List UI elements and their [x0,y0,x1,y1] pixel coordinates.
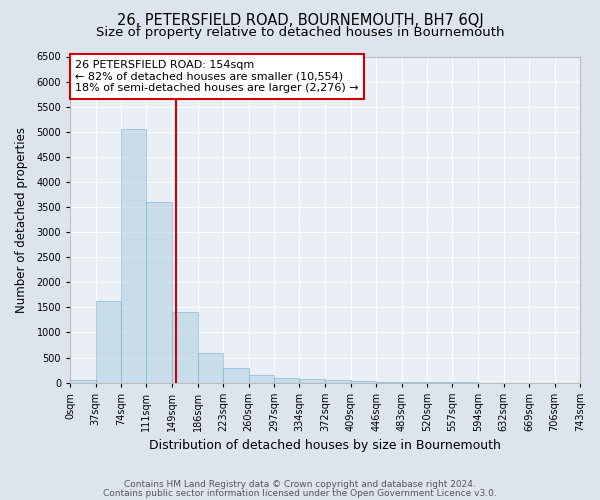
Bar [299,378,325,382]
Bar [351,381,376,382]
Bar [223,368,248,382]
Text: 26, PETERSFIELD ROAD, BOURNEMOUTH, BH7 6QJ: 26, PETERSFIELD ROAD, BOURNEMOUTH, BH7 6… [116,12,484,28]
Text: Size of property relative to detached houses in Bournemouth: Size of property relative to detached ho… [96,26,504,39]
Bar [95,302,121,382]
Text: 26 PETERSFIELD ROAD: 154sqm
← 82% of detached houses are smaller (10,554)
18% of: 26 PETERSFIELD ROAD: 154sqm ← 82% of det… [75,60,359,93]
Bar [146,202,172,382]
Bar [198,353,223,382]
Text: Contains public sector information licensed under the Open Government Licence v3: Contains public sector information licen… [103,488,497,498]
Bar [248,375,274,382]
Bar [274,378,299,382]
Bar [325,380,351,382]
X-axis label: Distribution of detached houses by size in Bournemouth: Distribution of detached houses by size … [149,440,501,452]
Text: Contains HM Land Registry data © Crown copyright and database right 2024.: Contains HM Land Registry data © Crown c… [124,480,476,489]
Bar [172,312,198,382]
Bar [121,130,146,382]
Bar [70,380,95,382]
Y-axis label: Number of detached properties: Number of detached properties [15,126,28,312]
